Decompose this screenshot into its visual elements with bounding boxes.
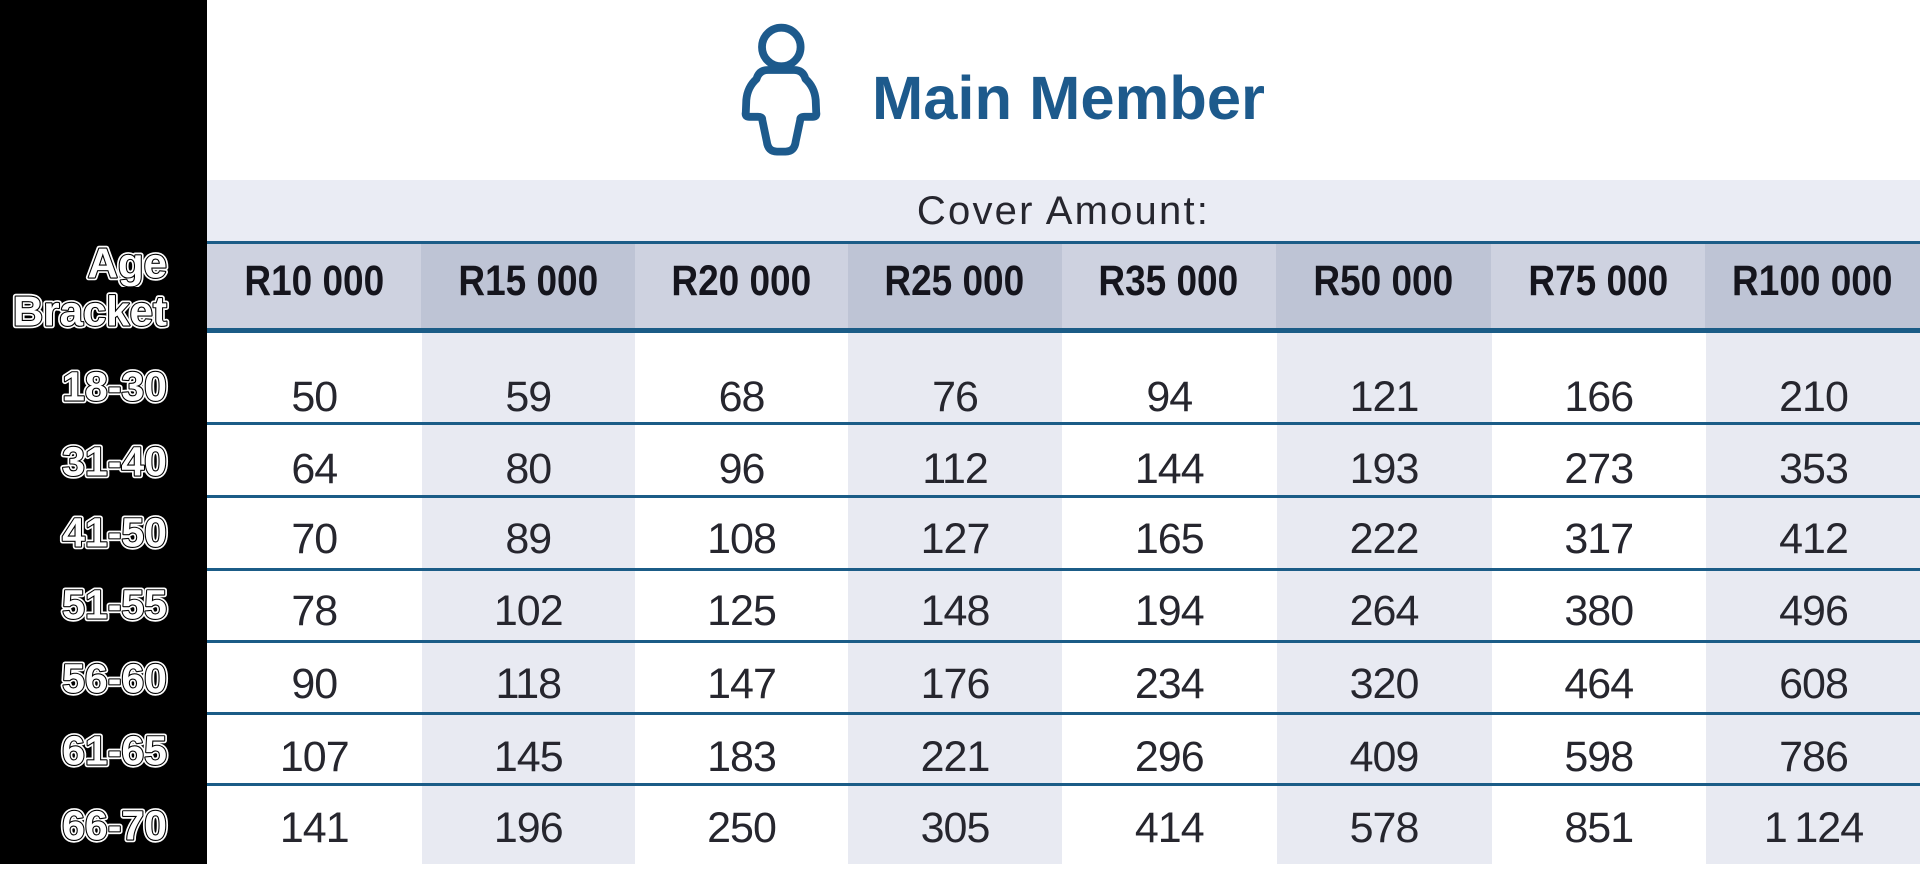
svg-text:41-50: 41-50 (62, 510, 167, 556)
svg-text:Age: Age (88, 241, 167, 287)
svg-text:18-30: 18-30 (62, 364, 167, 410)
svg-text:31-40: 31-40 (62, 439, 167, 485)
svg-text:18-30: 18-30 (62, 364, 167, 410)
svg-text:56-60: 56-60 (62, 656, 167, 702)
svg-text:66-70: 66-70 (62, 803, 167, 849)
svg-text:31-40: 31-40 (62, 439, 167, 485)
svg-text:66-70: 66-70 (62, 803, 167, 849)
svg-text:61-65: 61-65 (62, 728, 167, 774)
svg-text:51-55: 51-55 (62, 582, 167, 628)
svg-text:Age: Age (88, 241, 167, 287)
svg-text:56-60: 56-60 (62, 656, 167, 702)
svg-text:Bracket: Bracket (13, 289, 167, 335)
svg-text:61-65: 61-65 (62, 728, 167, 774)
svg-text:41-50: 41-50 (62, 510, 167, 556)
svg-text:Bracket: Bracket (13, 289, 167, 335)
svg-text:51-55: 51-55 (62, 582, 167, 628)
